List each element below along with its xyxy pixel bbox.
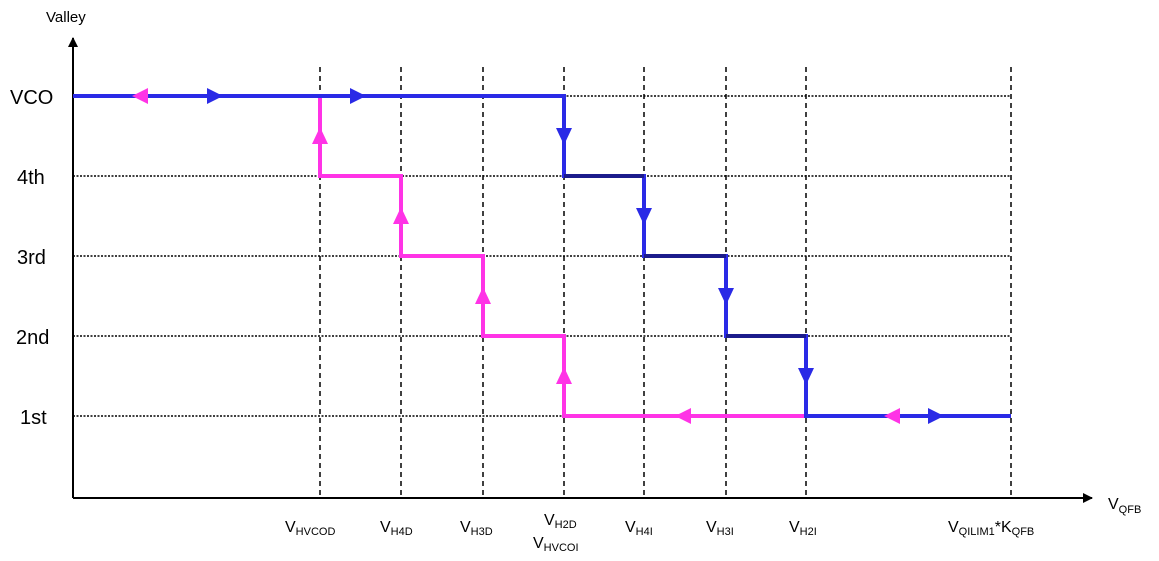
y-axis-label: Valley (46, 9, 86, 26)
threshold-label-h2d: VH2D (544, 512, 577, 531)
threshold-gridlines (319, 67, 1012, 498)
level-label-4th: 4th (17, 167, 45, 189)
increase-arrow-icon (556, 128, 572, 145)
threshold-label-h3d: VH3D (460, 519, 493, 538)
increase-arrow-icon (718, 288, 734, 305)
decreasing-valley-path (318, 96, 806, 418)
threshold-label-hvcoi: VHVCOI (533, 535, 579, 554)
increase-arrow-icon (350, 88, 366, 104)
threshold-label-h4d: VH4D (380, 519, 413, 538)
direction-arrows (132, 88, 944, 424)
decrease-arrow-icon (312, 127, 328, 144)
increase-arrow-icon (636, 208, 652, 225)
decrease-arrow-icon (675, 408, 691, 424)
decrease-arrow-icon (884, 408, 900, 424)
overlap-valley-path (564, 174, 806, 338)
decrease-arrow-icon (475, 287, 491, 304)
level-label-2nd: 2nd (16, 327, 49, 349)
x-axis-label: VQFB (1108, 496, 1141, 516)
increase-arrow-icon (928, 408, 944, 424)
threshold-label-h4i: VH4I (625, 519, 653, 538)
decrease-arrow-icon (132, 88, 148, 104)
decrease-arrow-icon (393, 207, 409, 224)
level-label-vco: VCO (10, 87, 53, 109)
increase-arrow-icon (798, 368, 814, 385)
level-gridlines (73, 95, 1011, 417)
decrease-arrow-icon (556, 367, 572, 384)
threshold-label-h3i: VH3I (706, 519, 734, 538)
level-label-3rd: 3rd (17, 247, 46, 269)
increase-arrow-icon (207, 88, 223, 104)
threshold-label-qilim1-kqfb: VQILIM1*KQFB (948, 519, 1034, 538)
threshold-label-h2i: VH2I (789, 519, 817, 538)
level-label-1st: 1st (20, 407, 47, 429)
threshold-label-hvcod: VHVCOD (285, 519, 335, 538)
